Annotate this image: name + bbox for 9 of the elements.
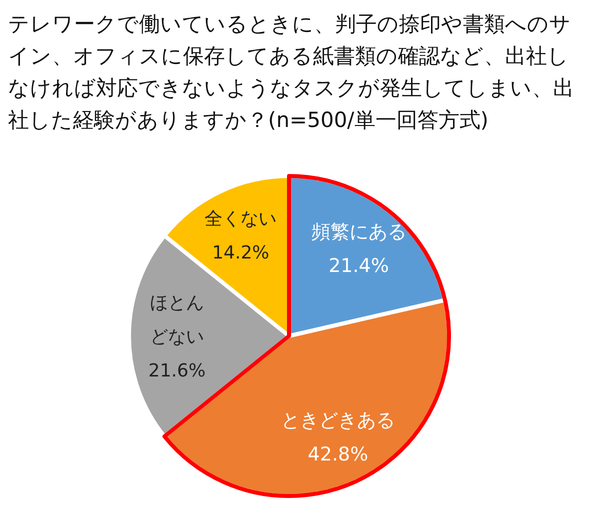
- data-label: 42.8%: [308, 443, 368, 466]
- slice-label: 頻繁にある: [311, 221, 406, 244]
- slice-label: ほとんどない: [150, 292, 204, 348]
- data-label: 21.4%: [328, 255, 389, 278]
- data-label: 21.6%: [148, 360, 206, 382]
- slice-label: 全くない: [204, 208, 277, 230]
- chart-title: テレワークで働いているときに、判子の捺印や書類へのサイン、オフィスに保存してある紙書類の確認など、出社しなければ対応できないようなタスクが発生してしまい、出社した経験がありますか？(n=500/単一回答方式): [8, 11, 575, 134]
- data-label: 14.2%: [212, 242, 270, 264]
- slice-label: ときどきある: [280, 409, 395, 432]
